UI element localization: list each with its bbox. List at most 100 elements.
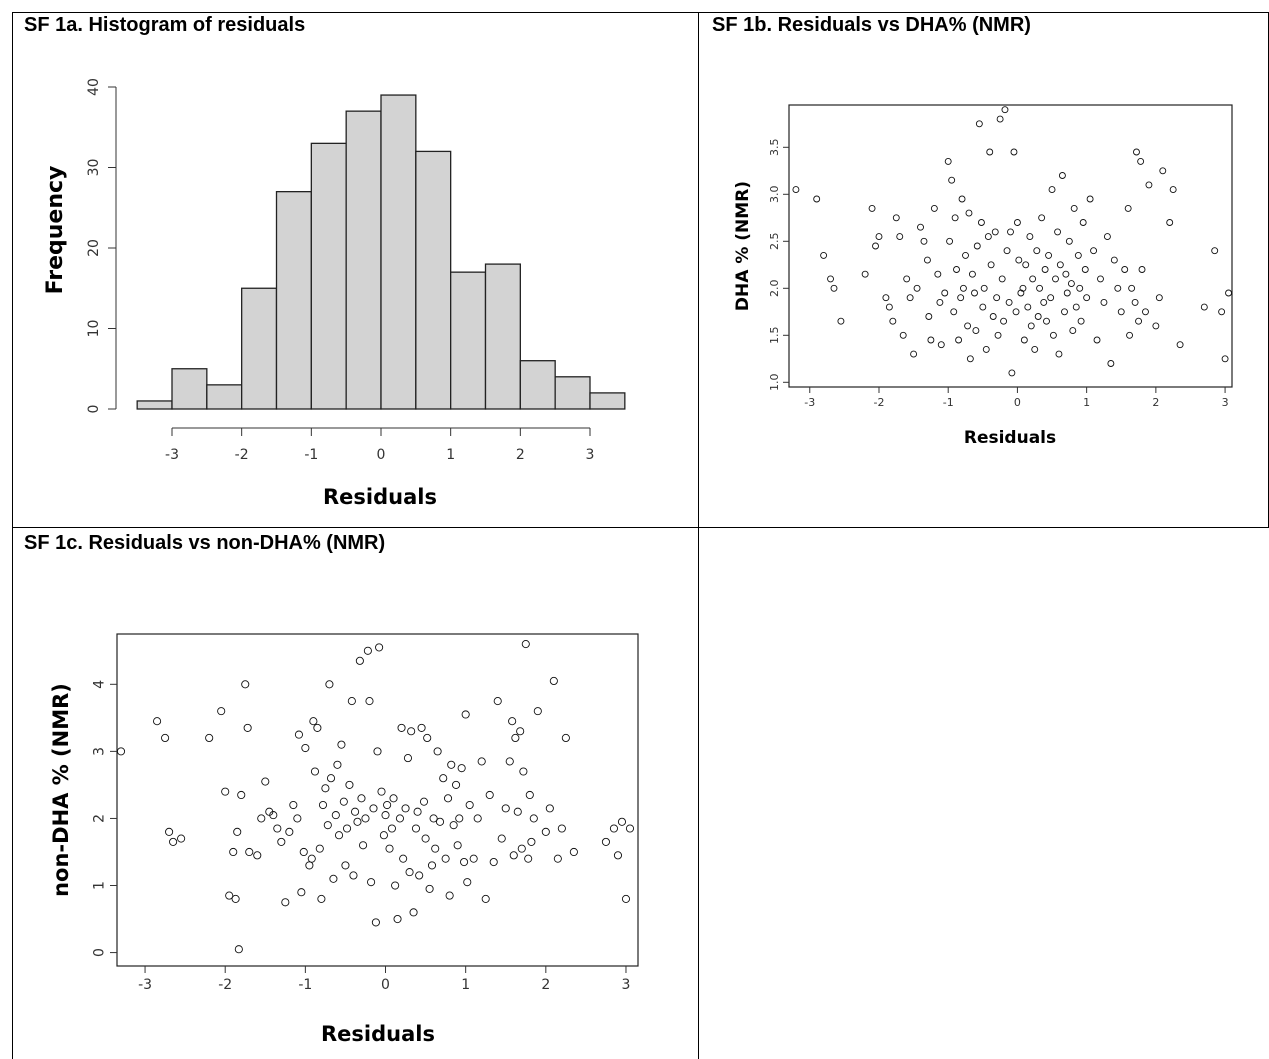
- scatter-point: [561, 733, 570, 743]
- x-tick-label: 3: [1222, 396, 1229, 409]
- y-tick-label: 2.0: [768, 280, 781, 298]
- scatter-point: [613, 851, 623, 860]
- scatter-point: [917, 223, 924, 231]
- histogram-bar: [589, 392, 626, 410]
- scatter-point: [357, 794, 366, 803]
- scatter-point: [307, 854, 316, 863]
- scatter-point: [447, 760, 456, 769]
- scatter-point: [310, 767, 320, 776]
- scatter-point: [989, 313, 997, 320]
- plot-frame: [116, 633, 639, 967]
- scatter-point: [1169, 186, 1177, 194]
- histogram-bar: [484, 263, 521, 410]
- y-tick-label: 1: [92, 881, 108, 890]
- scatter-point: [910, 350, 918, 358]
- scatter-point: [341, 861, 350, 870]
- scatter-point: [1093, 336, 1101, 344]
- scatter-point: [461, 710, 470, 719]
- scatter-point: [1152, 322, 1160, 330]
- scatter-point: [1142, 308, 1149, 316]
- scatter-point: [1043, 317, 1050, 325]
- scatter-point: [1100, 298, 1108, 306]
- y-axis-label: Frequency: [43, 166, 68, 295]
- scatter-point: [1074, 251, 1082, 259]
- scatter-point: [413, 807, 422, 816]
- scatter-point: [313, 723, 322, 732]
- scatter-point: [1049, 331, 1057, 339]
- scatter-point: [966, 355, 974, 363]
- scatter-point: [541, 827, 550, 836]
- scatter-point: [1008, 369, 1016, 377]
- scatter-point: [401, 804, 410, 813]
- scatter-point: [513, 807, 522, 816]
- x-tick-label: -1: [298, 977, 312, 993]
- y-tick-label: 3.0: [768, 186, 781, 204]
- scatter-point: [868, 204, 876, 212]
- scatter-point: [497, 834, 506, 843]
- scatter-point: [621, 894, 631, 903]
- scatter-point: [930, 204, 938, 212]
- scatter-point: [1065, 237, 1073, 245]
- scatter-point: [1024, 303, 1032, 311]
- scatter-point: [1007, 228, 1014, 236]
- scatter-point: [161, 733, 170, 743]
- scatter-point: [457, 764, 466, 773]
- scatter-point: [837, 317, 845, 325]
- scatter-point: [407, 727, 416, 736]
- scatter-point: [443, 794, 453, 803]
- scatter-point: [379, 831, 388, 840]
- scatter-point: [998, 275, 1006, 283]
- scatter-point: [1137, 157, 1145, 165]
- scatter-point: [1034, 313, 1042, 320]
- scatter-point: [389, 794, 398, 803]
- scatter-point: [375, 643, 384, 652]
- scatter-point: [982, 345, 990, 353]
- scatter-point: [1135, 317, 1143, 325]
- scatter-point: [875, 233, 883, 241]
- scatter-point: [261, 777, 270, 786]
- scatter-point: [493, 697, 502, 706]
- scatter-point: [243, 723, 252, 732]
- scatter-point: [329, 874, 338, 883]
- scatter-point: [946, 237, 954, 245]
- scatter-point: [365, 697, 374, 706]
- scatter-point: [285, 827, 294, 836]
- scatter-point: [411, 824, 421, 833]
- scatter-point: [425, 884, 434, 893]
- scatter-point: [955, 336, 963, 344]
- x-tick-label: 3: [586, 447, 595, 463]
- scatter-point: [169, 837, 178, 846]
- scatter-point: [415, 871, 424, 880]
- scatter-point: [1010, 148, 1018, 156]
- scatter-point: [465, 800, 474, 810]
- scatter-point: [318, 800, 328, 810]
- scatter-point: [331, 811, 340, 820]
- scatter-point: [1097, 275, 1104, 283]
- scatter-point: [165, 827, 174, 836]
- scatter-point: [1110, 256, 1118, 264]
- x-tick-label: -3: [138, 977, 152, 993]
- scatter-point: [959, 284, 967, 292]
- scatter-point: [1063, 289, 1071, 297]
- scatter-point: [517, 844, 526, 853]
- y-tick-label: 3: [92, 747, 108, 756]
- x-tick-label: 1: [1083, 396, 1090, 409]
- scatter-point: [557, 824, 566, 833]
- scatter-point: [501, 804, 510, 813]
- scatter-point: [625, 824, 635, 833]
- scatter-point: [1211, 247, 1219, 255]
- scatter-point: [1121, 266, 1129, 273]
- scatter-point: [516, 727, 525, 736]
- scatter-point: [1103, 233, 1111, 241]
- scatter-point: [1045, 251, 1053, 259]
- scatter-point: [529, 814, 538, 823]
- scatter-point: [463, 878, 472, 887]
- scatter-point: [957, 294, 965, 302]
- scatter-point: [923, 256, 931, 264]
- scatter-point: [363, 646, 372, 655]
- x-tick-label: -2: [874, 396, 885, 409]
- scatter-point: [948, 176, 956, 184]
- scatter-point: [792, 186, 800, 194]
- histogram-bar: [519, 360, 556, 410]
